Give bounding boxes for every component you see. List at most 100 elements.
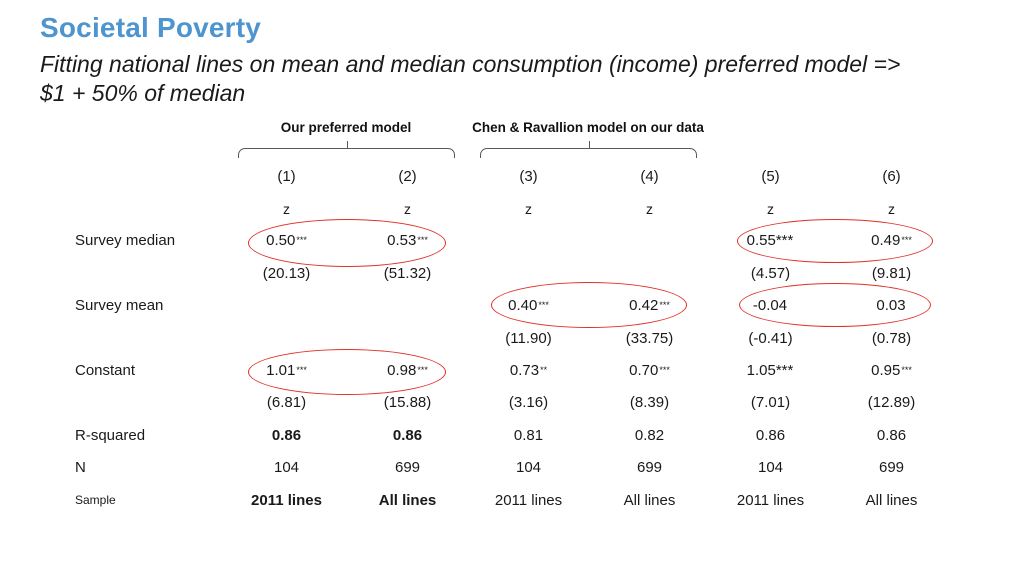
row-label-n: N <box>75 459 86 477</box>
tstat-cell: (0.78) <box>871 329 912 347</box>
column-header-3: (3) <box>519 167 538 185</box>
tstat-cell: (8.39) <box>629 394 670 412</box>
r-squared-cell: 0.86 <box>876 426 907 444</box>
coef-cell: 0.50 *** <box>266 232 307 250</box>
n-cell: 699 <box>636 459 663 477</box>
tstat-cell: (11.90) <box>505 329 552 347</box>
z-header: z <box>646 200 653 217</box>
z-header: z <box>767 200 774 217</box>
column-header-5: (5) <box>761 167 780 185</box>
coef-cell: -0.04 <box>710 290 831 322</box>
tstat-cell: (3.16) <box>508 394 549 412</box>
coef-value: 0.49 <box>871 232 901 250</box>
brace-tick <box>346 141 348 149</box>
empty-cell <box>65 387 226 419</box>
tstat-cell: (51.32) <box>383 264 432 282</box>
r-squared-cell: 0.81 <box>513 426 544 444</box>
tstat-cell: (4.57) <box>750 264 791 282</box>
tstat-cell: (9.81) <box>871 264 912 282</box>
subtitle-line-1: Fitting national lines on mean and media… <box>40 51 901 77</box>
tstat-cell: (15.88) <box>383 394 432 412</box>
row-label-survey-mean: Survey mean <box>75 297 164 315</box>
n-cell: 104 <box>273 459 300 477</box>
empty-cell <box>65 160 226 192</box>
z-header: z <box>888 200 895 217</box>
coef-value: 1.05*** <box>746 362 794 380</box>
tstat-cell: (20.13) <box>262 264 311 282</box>
coef-cell <box>347 290 468 322</box>
brace-tick <box>588 141 590 149</box>
tstat-cell: (12.89) <box>867 394 916 412</box>
tstat-cell <box>347 322 468 354</box>
coef-value: -0.04 <box>752 297 788 315</box>
sample-cell: All lines <box>378 491 437 509</box>
coef-cell: 0.70 *** <box>629 362 670 380</box>
column-header-4: (4) <box>640 167 659 185</box>
coef-cell: 1.05*** <box>710 354 831 386</box>
tstat-cell <box>226 322 347 354</box>
n-cell: 104 <box>515 459 542 477</box>
n-cell: 699 <box>878 459 905 477</box>
n-cell: 104 <box>757 459 784 477</box>
coef-value: 0.70 <box>629 362 659 380</box>
coef-cell <box>468 225 589 257</box>
row-label-sample: Sample <box>75 493 116 508</box>
coef-cell: 0.73 ** <box>509 362 548 380</box>
z-header: z <box>283 200 290 217</box>
sample-cell: All lines <box>865 491 918 509</box>
brace-group-2 <box>480 141 697 158</box>
coef-value: 0.50 <box>266 232 296 250</box>
z-header: z <box>525 200 532 217</box>
coef-value: 0.98 <box>387 362 417 380</box>
coef-cell: 0.49 *** <box>871 232 912 250</box>
tstat-cell: (6.81) <box>266 394 307 412</box>
column-header-6: (6) <box>882 167 901 185</box>
coef-cell: 0.95 *** <box>871 362 912 380</box>
sample-cell: 2011 lines <box>736 491 805 509</box>
r-squared-cell: 0.86 <box>755 426 786 444</box>
coef-value: 0.95 <box>871 362 901 380</box>
tstat-cell <box>468 257 589 289</box>
tstat-cell <box>589 257 710 289</box>
coef-value: 0.55*** <box>746 232 794 250</box>
slide-subtitle: Fitting national lines on mean and media… <box>40 50 900 108</box>
regression-table: (1) (2) (3) (4) (5) (6) z z z z z z Surv… <box>65 160 952 516</box>
sample-cell: 2011 lines <box>494 491 563 509</box>
sample-cell: 2011 lines <box>251 491 322 509</box>
tstat-cell: (-0.41) <box>748 329 793 347</box>
z-header: z <box>404 200 411 217</box>
coef-value: 1.01 <box>266 362 296 380</box>
n-cell: 699 <box>394 459 421 477</box>
group-header-preferred-model: Our preferred model <box>280 120 412 135</box>
empty-cell <box>65 192 226 224</box>
column-header-1: (1) <box>277 167 296 185</box>
tstat-cell: (7.01) <box>750 394 791 412</box>
coef-cell: 0.53 *** <box>387 232 428 250</box>
coef-value: 0.03 <box>876 297 906 315</box>
coef-value: 0.53 <box>387 232 417 250</box>
r-squared-cell: 0.86 <box>392 426 423 444</box>
r-squared-cell: 0.86 <box>271 426 302 444</box>
coef-value: 0.40 <box>508 297 538 315</box>
empty-cell <box>65 257 226 289</box>
coef-cell: 0.98 *** <box>387 362 428 380</box>
coef-value: 0.73 <box>509 362 540 380</box>
coef-cell: 0.55*** <box>710 225 831 257</box>
coef-cell <box>589 225 710 257</box>
brace-group-1 <box>238 141 455 158</box>
tstat-cell: (33.75) <box>625 329 674 347</box>
coef-cell: 0.40 *** <box>508 297 549 315</box>
coef-cell: 1.01 *** <box>266 362 307 380</box>
row-label-survey-median: Survey median <box>75 232 176 250</box>
row-label-r-squared: R-squared <box>75 426 146 444</box>
subtitle-line-2: $1 + 50% of median <box>40 80 246 106</box>
r-squared-cell: 0.82 <box>634 426 665 444</box>
coef-value: 0.42 <box>629 297 659 315</box>
sample-cell: All lines <box>623 491 676 509</box>
coef-cell: 0.42 *** <box>629 297 670 315</box>
coef-cell: 0.03 <box>831 290 952 322</box>
group-header-chen-ravallion: Chen & Ravallion model on our data <box>472 120 704 135</box>
page-title: Societal Poverty <box>40 12 262 43</box>
column-header-2: (2) <box>398 167 417 185</box>
